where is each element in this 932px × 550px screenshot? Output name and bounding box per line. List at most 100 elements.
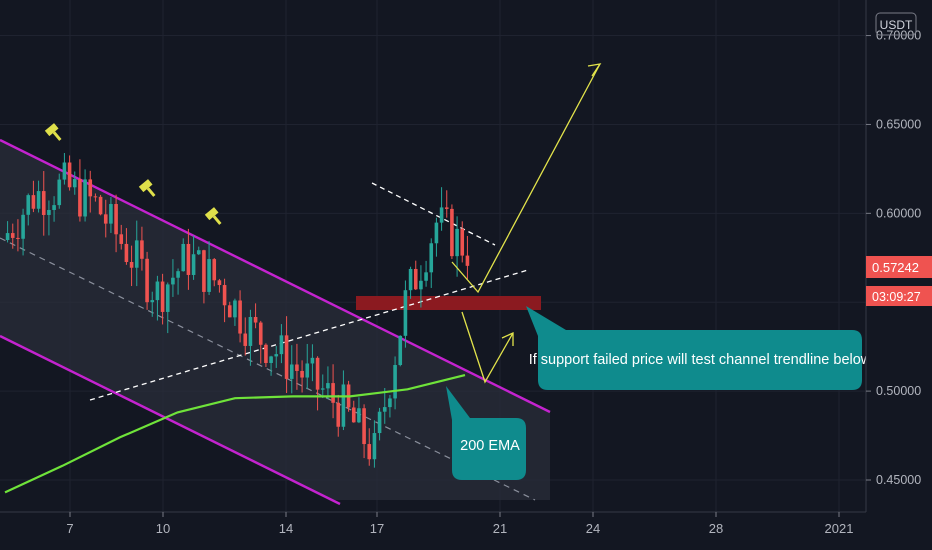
candle-down[interactable] bbox=[114, 194, 118, 253]
channel-lower-line[interactable] bbox=[0, 334, 341, 506]
candle-down[interactable] bbox=[258, 320, 263, 364]
candle-up[interactable] bbox=[269, 355, 273, 376]
candle-down[interactable] bbox=[367, 428, 372, 466]
candle-up[interactable] bbox=[181, 238, 186, 272]
candle-down[interactable] bbox=[145, 251, 149, 310]
falling-trendline[interactable] bbox=[371, 182, 496, 246]
candle-up[interactable] bbox=[52, 196, 56, 222]
ema-callout[interactable]: 200 EMA bbox=[446, 386, 526, 480]
candle-down[interactable] bbox=[93, 193, 98, 202]
candle-up[interactable] bbox=[21, 208, 25, 256]
candle-up[interactable] bbox=[455, 216, 459, 277]
candle-up[interactable] bbox=[408, 266, 413, 299]
candle-down[interactable] bbox=[243, 317, 248, 356]
candle-down[interactable] bbox=[227, 301, 232, 318]
candle-up[interactable] bbox=[196, 246, 201, 256]
candle-down[interactable] bbox=[103, 199, 108, 238]
candle-down[interactable] bbox=[336, 394, 341, 437]
candle-up[interactable] bbox=[424, 260, 428, 287]
candle-down[interactable] bbox=[202, 249, 206, 304]
candle-down[interactable] bbox=[450, 204, 454, 260]
candle-up[interactable] bbox=[429, 238, 434, 288]
channel-mid-line[interactable] bbox=[0, 237, 536, 501]
candle-down[interactable] bbox=[351, 400, 356, 423]
candle-down[interactable] bbox=[119, 224, 124, 250]
candle-down[interactable] bbox=[238, 290, 242, 343]
candle-down[interactable] bbox=[253, 303, 258, 329]
candle-up[interactable] bbox=[382, 388, 387, 424]
candle-up[interactable] bbox=[233, 298, 237, 326]
candle-up[interactable] bbox=[62, 152, 67, 185]
candle-down[interactable] bbox=[315, 356, 320, 411]
time-axis[interactable] bbox=[0, 512, 932, 550]
candle-up[interactable] bbox=[72, 171, 77, 195]
candle-down[interactable] bbox=[186, 228, 191, 290]
candle-up[interactable] bbox=[279, 324, 284, 364]
candle-down[interactable] bbox=[444, 190, 449, 218]
candle-up[interactable] bbox=[155, 275, 160, 321]
candle-up[interactable] bbox=[176, 268, 180, 295]
candle-down[interactable] bbox=[160, 273, 165, 325]
candle-up[interactable] bbox=[326, 366, 330, 400]
rising-trendline[interactable] bbox=[89, 269, 529, 401]
support-failure-callout[interactable]: If support failed price will test channe… bbox=[526, 306, 872, 390]
candle-down[interactable] bbox=[264, 343, 268, 367]
candle-down[interactable] bbox=[31, 180, 36, 213]
support-zone[interactable] bbox=[356, 296, 541, 310]
ema-200-line[interactable] bbox=[4, 374, 466, 494]
candle-down[interactable] bbox=[98, 194, 103, 216]
candle-up[interactable] bbox=[398, 335, 403, 367]
candle-down[interactable] bbox=[124, 228, 129, 265]
candle-up[interactable] bbox=[165, 282, 170, 334]
candle-up[interactable] bbox=[150, 291, 155, 317]
candle-up[interactable] bbox=[57, 173, 62, 209]
candle-down[interactable] bbox=[295, 343, 299, 390]
candle-up[interactable] bbox=[320, 374, 325, 398]
candle-down[interactable] bbox=[217, 278, 222, 293]
candle-down[interactable] bbox=[41, 171, 46, 236]
candle-up[interactable] bbox=[47, 200, 51, 236]
candle-up[interactable] bbox=[419, 265, 423, 308]
candle-up[interactable] bbox=[109, 197, 113, 233]
candle-up[interactable] bbox=[5, 221, 10, 243]
candle-up[interactable] bbox=[289, 345, 294, 394]
candle-up[interactable] bbox=[434, 217, 439, 257]
candle-down[interactable] bbox=[10, 223, 15, 249]
candle-up[interactable] bbox=[36, 180, 41, 213]
candle-up[interactable] bbox=[83, 169, 87, 222]
candle-down[interactable] bbox=[88, 170, 93, 213]
candle-up[interactable] bbox=[207, 241, 211, 296]
candle-down[interactable] bbox=[460, 221, 465, 263]
candle-down[interactable] bbox=[465, 235, 470, 280]
candle-up[interactable] bbox=[388, 394, 392, 418]
candle-down[interactable] bbox=[67, 155, 72, 191]
candle-down[interactable] bbox=[16, 219, 20, 252]
candle-up[interactable] bbox=[341, 370, 346, 431]
currency-badge[interactable] bbox=[875, 12, 917, 36]
candle-up[interactable] bbox=[171, 259, 175, 297]
candle-down[interactable] bbox=[331, 364, 335, 419]
bearish-projection-arrow[interactable] bbox=[461, 311, 514, 384]
candle-up[interactable] bbox=[248, 309, 253, 366]
candle-down[interactable] bbox=[140, 226, 144, 271]
bullish-projection-arrow[interactable] bbox=[451, 63, 601, 294]
candle-down[interactable] bbox=[300, 360, 304, 393]
candle-down[interactable] bbox=[212, 257, 217, 287]
candle-up[interactable] bbox=[274, 346, 279, 368]
candle-up[interactable] bbox=[305, 343, 310, 390]
candle-down[interactable] bbox=[78, 159, 82, 222]
candle-up[interactable] bbox=[372, 420, 377, 468]
candle-up[interactable] bbox=[26, 193, 31, 226]
candle-up[interactable] bbox=[134, 220, 139, 287]
candle-up[interactable] bbox=[377, 407, 382, 441]
candle-up[interactable] bbox=[310, 344, 315, 382]
candle-down[interactable] bbox=[222, 278, 227, 323]
candle-up[interactable] bbox=[191, 235, 196, 280]
candle-up[interactable] bbox=[393, 356, 397, 410]
candle-up[interactable] bbox=[357, 397, 361, 424]
candle-up[interactable] bbox=[403, 280, 408, 348]
candle-down[interactable] bbox=[284, 316, 289, 394]
candle-down[interactable] bbox=[413, 260, 418, 291]
candle-down[interactable] bbox=[129, 245, 134, 287]
